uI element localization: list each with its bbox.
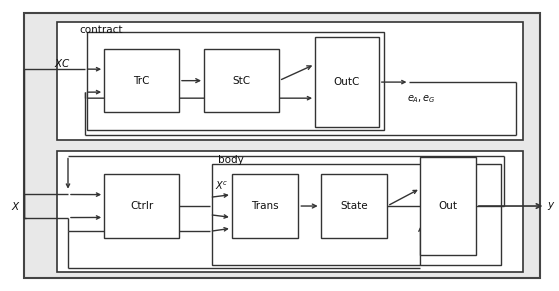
Bar bbox=[57, 22, 523, 140]
Text: $X^c$: $X^c$ bbox=[215, 180, 229, 192]
Text: contract: contract bbox=[79, 25, 122, 35]
Bar bbox=[315, 38, 379, 127]
Text: Trans: Trans bbox=[251, 201, 279, 211]
Bar bbox=[232, 174, 299, 238]
Text: StC: StC bbox=[233, 76, 250, 86]
Text: $XC$: $XC$ bbox=[54, 57, 71, 69]
Bar bbox=[204, 49, 279, 112]
Bar bbox=[104, 174, 179, 238]
Text: body: body bbox=[218, 155, 244, 165]
Text: $y$: $y$ bbox=[547, 200, 556, 212]
Text: Out: Out bbox=[439, 201, 458, 211]
Text: OutC: OutC bbox=[334, 77, 360, 87]
Text: State: State bbox=[340, 201, 368, 211]
Text: $X$: $X$ bbox=[11, 200, 21, 212]
Text: $e_A, e_G$: $e_A, e_G$ bbox=[406, 93, 435, 105]
Bar bbox=[57, 151, 523, 272]
Bar bbox=[212, 164, 501, 265]
Bar bbox=[420, 157, 476, 255]
Bar bbox=[320, 174, 387, 238]
Text: Ctrlr: Ctrlr bbox=[130, 201, 153, 211]
Text: TrC: TrC bbox=[133, 76, 150, 86]
Bar bbox=[104, 49, 179, 112]
Bar bbox=[87, 32, 385, 130]
